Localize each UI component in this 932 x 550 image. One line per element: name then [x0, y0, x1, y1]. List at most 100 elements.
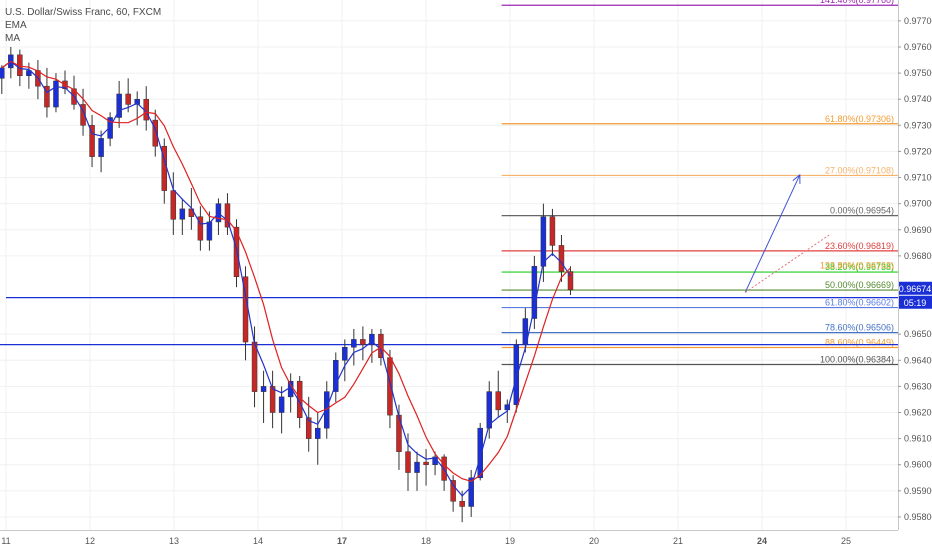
- time-tick-label: 18: [421, 536, 431, 546]
- trend-arrow-head: [792, 173, 801, 184]
- fib-level-label: 23.60%(0.96819): [825, 241, 894, 251]
- time-tick-label: 24: [757, 536, 767, 546]
- candle-body: [369, 333, 375, 345]
- price-tick-label: 0.95800: [904, 512, 932, 522]
- candle-body: [170, 190, 177, 220]
- candle-body: [342, 346, 348, 361]
- candle-body: [152, 119, 158, 147]
- candle-body: [405, 451, 411, 473]
- candle-body: [477, 427, 483, 479]
- candle-body: [98, 138, 104, 157]
- candle-body: [107, 117, 113, 139]
- ma-legend: MA: [5, 33, 20, 44]
- time-tick-label: 20: [589, 536, 599, 546]
- bar-countdown-label: 05:19: [904, 298, 927, 308]
- candle-body: [513, 344, 520, 405]
- candle-body: [251, 341, 258, 392]
- candle-body: [197, 216, 204, 241]
- projection-line: [744, 234, 830, 293]
- candle-body: [278, 396, 285, 413]
- candle-body: [305, 417, 312, 439]
- candle-body: [315, 427, 321, 439]
- candle-body: [233, 226, 240, 277]
- chart-grid: [0, 0, 898, 530]
- candle-body: [206, 221, 213, 241]
- ma-line: [1, 60, 571, 482]
- candle-body: [531, 266, 538, 319]
- time-tick-label: 13: [169, 536, 179, 546]
- candle-body: [179, 208, 186, 220]
- candle-body: [260, 386, 267, 392]
- candle-body: [44, 85, 50, 108]
- time-tick-label: 17: [337, 536, 347, 546]
- candle-body: [0, 67, 5, 79]
- candle-body: [459, 501, 465, 507]
- trend-arrow-line: [744, 174, 801, 293]
- candlesticks: [0, 46, 574, 523]
- candle-body: [495, 391, 501, 411]
- time-tick-label: 14: [253, 536, 263, 546]
- candle-body: [567, 271, 574, 291]
- candle-body: [351, 339, 357, 348]
- fib-level-label: 50.00%(0.96669): [825, 280, 894, 290]
- fib-level-label: 61.80%(0.97306): [825, 114, 894, 124]
- candle-body: [486, 391, 492, 429]
- trend-drawings: [744, 173, 830, 293]
- candle-body: [387, 357, 393, 416]
- time-tick-label: 12: [85, 536, 95, 546]
- candle-body: [540, 216, 547, 267]
- candle-body: [80, 104, 86, 126]
- fib-level-label: 27.00%(0.97108): [825, 165, 894, 175]
- candle-body: [558, 245, 565, 272]
- fib-level-label: 78.60%(0.96506): [825, 323, 894, 333]
- candle-body: [125, 93, 131, 105]
- candle-body: [53, 80, 59, 108]
- candle-body: [134, 98, 140, 105]
- candle-body: [26, 70, 32, 76]
- current-price-label: 0.96674: [899, 284, 932, 294]
- fib-level-label: 100.00%(0.96384): [820, 354, 894, 364]
- candle-body: [224, 203, 231, 228]
- time-axis-bg: [0, 530, 932, 550]
- candle-body: [116, 93, 122, 118]
- fibonacci-levels: 141.40%(0.97760) 61.80%(0.97306) 27.00%(0.…: [501, 0, 898, 366]
- candle-body: [89, 125, 95, 157]
- candle-body: [378, 333, 384, 358]
- fib-level-label: 141.40%(0.97760): [820, 0, 894, 5]
- candle-body: [468, 477, 474, 507]
- candle-body: [549, 216, 556, 246]
- time-tick-label: 21: [673, 536, 683, 546]
- candle-body: [333, 360, 339, 392]
- candle-body: [360, 339, 366, 345]
- ema-legend: EMA: [5, 20, 27, 31]
- fib-level-label: 88.60%(0.96449): [825, 338, 894, 348]
- fib-level-label: 0.00%(0.96954): [830, 206, 894, 216]
- fib-extension-label: 133.80%(0.96763): [820, 261, 894, 271]
- candle-body: [423, 461, 429, 465]
- time-tick-label: 19: [505, 536, 515, 546]
- symbol-title: U.S. Dollar/Swiss Franc, 60, FXCM: [5, 7, 162, 18]
- current-price-tag: 0.96674 05:19: [899, 281, 932, 309]
- ema-line: [1, 60, 572, 497]
- time-tick-label: 11: [1, 536, 10, 546]
- candle-body: [414, 461, 420, 473]
- time-tick-label: 25: [841, 536, 851, 546]
